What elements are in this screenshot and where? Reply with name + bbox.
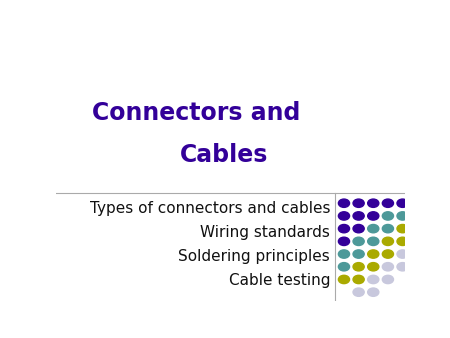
Circle shape: [368, 263, 379, 271]
Circle shape: [353, 263, 364, 271]
Text: Soldering principles: Soldering principles: [178, 249, 330, 264]
Circle shape: [368, 224, 379, 233]
Circle shape: [382, 263, 393, 271]
Circle shape: [368, 199, 379, 208]
Circle shape: [397, 199, 408, 208]
Circle shape: [397, 224, 408, 233]
Circle shape: [353, 199, 364, 208]
Circle shape: [368, 275, 379, 284]
Circle shape: [338, 199, 350, 208]
Circle shape: [353, 275, 364, 284]
Circle shape: [397, 263, 408, 271]
Text: Types of connectors and cables: Types of connectors and cables: [90, 201, 330, 216]
Circle shape: [368, 212, 379, 220]
Circle shape: [382, 237, 393, 245]
Circle shape: [338, 212, 350, 220]
Text: Cable testing: Cable testing: [229, 273, 330, 288]
Circle shape: [353, 237, 364, 245]
Circle shape: [338, 250, 350, 258]
Text: Connectors and: Connectors and: [91, 101, 300, 125]
Circle shape: [397, 237, 408, 245]
Circle shape: [397, 250, 408, 258]
Circle shape: [338, 263, 350, 271]
Text: Wiring standards: Wiring standards: [200, 225, 330, 240]
Circle shape: [353, 288, 364, 296]
Circle shape: [338, 237, 350, 245]
Circle shape: [338, 275, 350, 284]
Circle shape: [382, 250, 393, 258]
Circle shape: [382, 275, 393, 284]
Circle shape: [368, 288, 379, 296]
Circle shape: [382, 212, 393, 220]
Circle shape: [353, 224, 364, 233]
Text: Cables: Cables: [180, 143, 268, 167]
Circle shape: [368, 250, 379, 258]
Circle shape: [382, 224, 393, 233]
Circle shape: [382, 199, 393, 208]
Circle shape: [353, 212, 364, 220]
Circle shape: [397, 212, 408, 220]
Circle shape: [338, 224, 350, 233]
Circle shape: [353, 250, 364, 258]
Circle shape: [368, 237, 379, 245]
